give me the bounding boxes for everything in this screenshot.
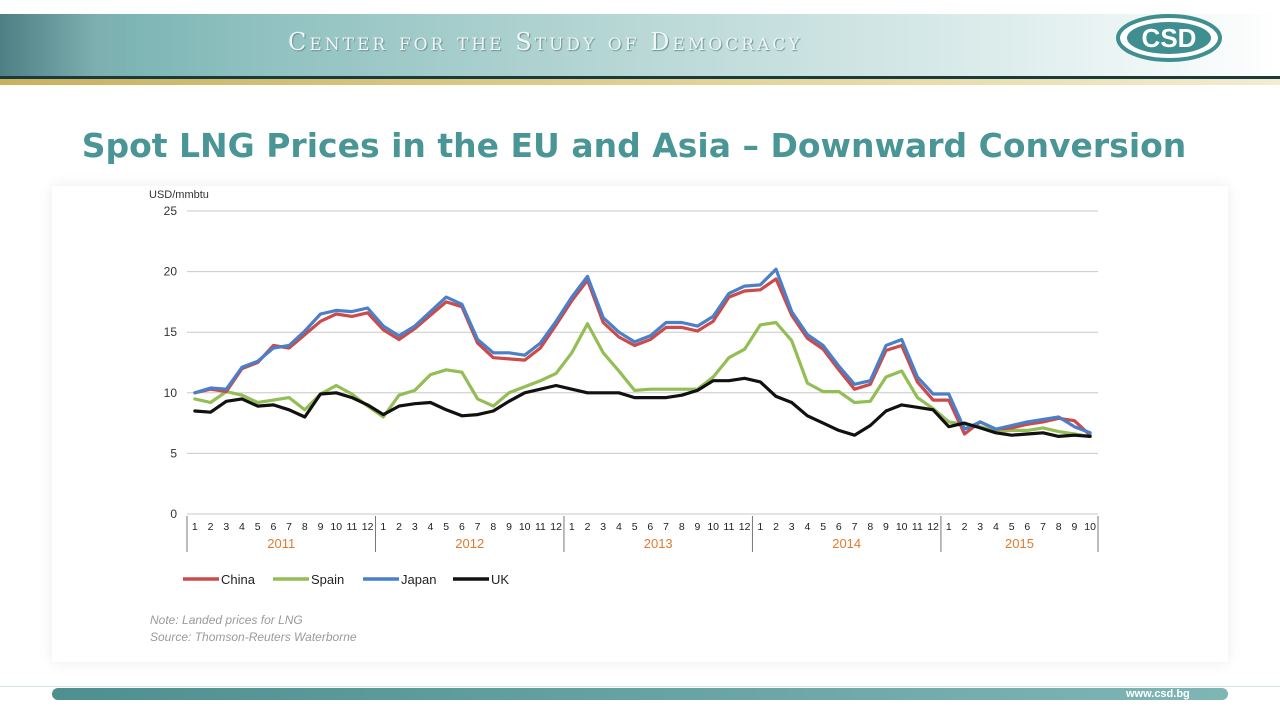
year-label: 2014: [832, 536, 861, 551]
x-tick-label: 3: [412, 521, 418, 533]
legend-label-spain: Spain: [311, 572, 344, 587]
x-tick-label: 8: [490, 521, 496, 533]
x-tick-label: 1: [192, 521, 198, 533]
x-tick-label: 2: [585, 521, 591, 533]
x-tick-label: 11: [535, 521, 546, 533]
x-tick-label: 10: [896, 521, 908, 533]
chart-note: Note: Landed prices for LNG: [150, 613, 303, 627]
chart-source: Source: Thomson-Reuters Waterborne: [150, 630, 357, 644]
header-photo: [0, 14, 140, 78]
slide-title: Spot LNG Prices in the EU and Asia – Dow…: [81, 126, 1187, 165]
y-tick-label: 20: [164, 265, 178, 279]
footer-bar: [52, 688, 1228, 700]
y-tick-label: 5: [170, 446, 177, 460]
x-tick-label: 6: [270, 521, 276, 533]
x-tick-label: 2: [962, 521, 968, 533]
x-tick-label: 7: [852, 521, 858, 533]
x-tick-label: 11: [723, 521, 734, 533]
x-tick-label: 7: [286, 521, 292, 533]
x-tick-label: 4: [805, 521, 811, 533]
header-gold-stripe: [0, 79, 1280, 85]
logo-text: CSD: [1142, 23, 1197, 53]
x-tick-label: 7: [663, 521, 669, 533]
x-tick-label: 5: [820, 521, 826, 533]
x-tick-label: 8: [302, 521, 308, 533]
x-tick-label: 8: [1056, 521, 1062, 533]
x-tick-label: 12: [927, 521, 939, 533]
x-tick-label: 6: [1024, 521, 1030, 533]
x-tick-label: 1: [569, 521, 575, 533]
chart-notes: Note: Landed prices for LNG Source: Thom…: [150, 612, 357, 646]
x-tick-label: 3: [223, 521, 229, 533]
x-tick-label: 9: [1072, 521, 1078, 533]
x-tick-label: 5: [1009, 521, 1015, 533]
footer-url: www.csd.bg: [1126, 688, 1190, 700]
x-tick-label: 9: [318, 521, 324, 533]
x-tick-label: 2: [773, 521, 779, 533]
series-line-uk: [193, 376, 1092, 438]
x-tick-label: 8: [679, 521, 685, 533]
x-tick-label: 10: [519, 521, 531, 533]
x-tick-label: 6: [647, 521, 653, 533]
y-tick-label: 10: [164, 386, 178, 400]
x-tick-label: 6: [459, 521, 465, 533]
x-tick-label: 12: [362, 521, 374, 533]
x-tick-label: 2: [396, 521, 402, 533]
x-tick-label: 4: [239, 521, 245, 533]
x-tick-label: 11: [346, 521, 357, 533]
x-tick-label: 9: [695, 521, 701, 533]
year-label: 2015: [1005, 536, 1034, 551]
x-tick-label: 10: [707, 521, 719, 533]
x-tick-label: 2: [208, 521, 214, 533]
header-banner: [0, 14, 1280, 78]
x-tick-label: 1: [380, 521, 386, 533]
x-tick-label: 3: [600, 521, 606, 533]
x-tick-label: 10: [1084, 521, 1096, 533]
x-tick-label: 4: [428, 521, 434, 533]
footer-line: [0, 686, 1280, 687]
organization-name: Center for the Study of Democracy: [288, 28, 803, 56]
x-tick-label: 12: [739, 521, 751, 533]
series-line-japan: [193, 267, 1092, 435]
y-tick-label: 15: [164, 325, 178, 339]
x-tick-label: 4: [616, 521, 622, 533]
x-tick-label: 4: [993, 521, 999, 533]
legend-label-china: China: [221, 572, 256, 587]
y-tick-label: 25: [164, 204, 178, 218]
x-tick-label: 12: [550, 521, 562, 533]
x-tick-label: 1: [757, 521, 763, 533]
y-axis-label: USD/mmbtu: [149, 189, 209, 201]
x-tick-label: 9: [883, 521, 889, 533]
legend-label-japan: Japan: [401, 572, 436, 587]
x-tick-label: 10: [330, 521, 342, 533]
x-tick-label: 5: [255, 521, 261, 533]
x-tick-label: 5: [632, 521, 638, 533]
header-divider: [0, 76, 1280, 79]
year-label: 2013: [644, 536, 673, 551]
x-tick-label: 1: [946, 521, 952, 533]
x-tick-label: 9: [506, 521, 512, 533]
x-tick-label: 3: [977, 521, 983, 533]
year-label: 2011: [267, 536, 295, 551]
y-tick-label: 0: [170, 507, 177, 521]
x-tick-label: 5: [443, 521, 449, 533]
x-tick-label: 3: [789, 521, 795, 533]
x-tick-label: 7: [1040, 521, 1046, 533]
legend-label-uk: UK: [491, 572, 509, 587]
x-tick-label: 8: [867, 521, 873, 533]
x-tick-label: 6: [836, 521, 842, 533]
x-tick-label: 11: [912, 521, 923, 533]
x-tick-label: 7: [475, 521, 481, 533]
series-line-spain: [193, 320, 1092, 438]
csd-logo: CSD: [1116, 14, 1222, 62]
year-label: 2012: [455, 536, 484, 551]
series-line-china: [193, 277, 1092, 437]
